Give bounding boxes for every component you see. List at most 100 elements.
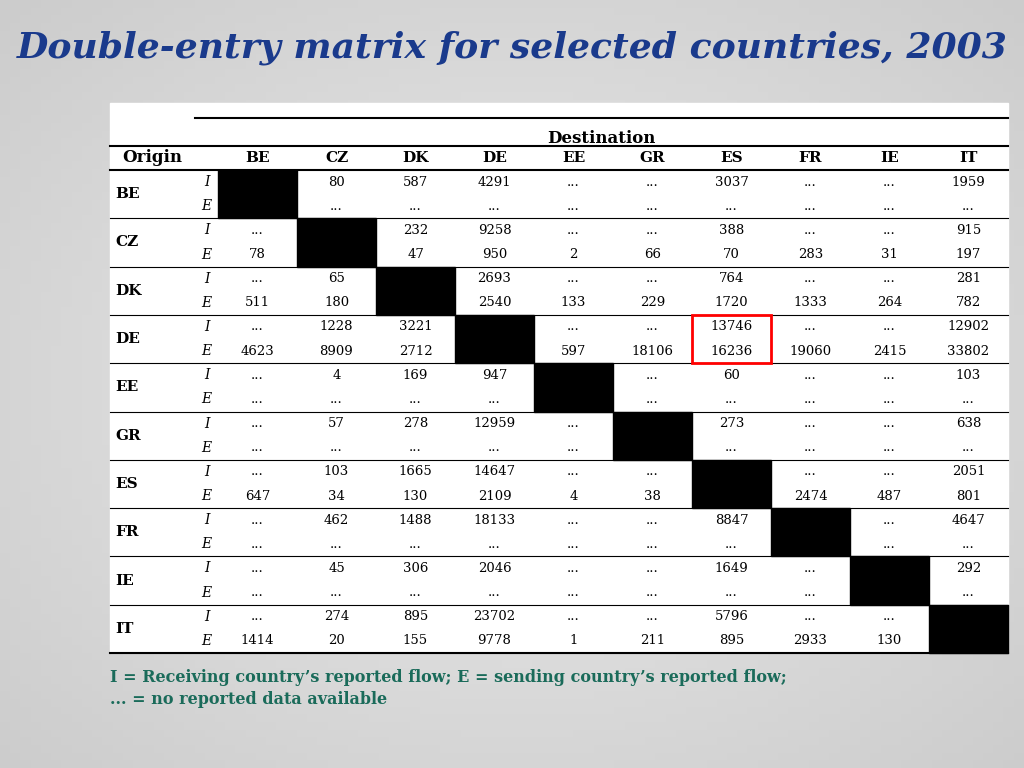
Text: ...: ... bbox=[251, 393, 264, 406]
Text: BE: BE bbox=[245, 151, 269, 165]
Text: 1720: 1720 bbox=[715, 296, 749, 310]
Text: ...: ... bbox=[883, 538, 896, 551]
Text: BE: BE bbox=[115, 187, 139, 201]
Text: 306: 306 bbox=[402, 562, 428, 575]
Text: CZ: CZ bbox=[115, 236, 138, 250]
Text: 232: 232 bbox=[402, 224, 428, 237]
Text: ...: ... bbox=[646, 320, 658, 333]
Text: ...: ... bbox=[963, 200, 975, 213]
Text: ...: ... bbox=[410, 393, 422, 406]
Text: 19060: 19060 bbox=[790, 345, 831, 358]
Text: 38: 38 bbox=[644, 489, 660, 502]
Text: I: I bbox=[204, 416, 209, 431]
Text: ...: ... bbox=[567, 562, 580, 575]
Text: I: I bbox=[204, 369, 209, 382]
Text: 895: 895 bbox=[719, 634, 744, 647]
Text: FR: FR bbox=[115, 525, 138, 539]
Text: 782: 782 bbox=[955, 296, 981, 310]
Text: 8847: 8847 bbox=[715, 514, 749, 527]
Bar bbox=[692, 315, 771, 363]
Text: 3037: 3037 bbox=[715, 176, 749, 189]
Text: 915: 915 bbox=[955, 224, 981, 237]
Text: 2693: 2693 bbox=[477, 272, 511, 285]
Text: 14647: 14647 bbox=[473, 465, 515, 478]
Text: E: E bbox=[202, 344, 212, 358]
Text: ...: ... bbox=[804, 465, 817, 478]
Text: 2046: 2046 bbox=[477, 562, 511, 575]
Text: ...: ... bbox=[804, 562, 817, 575]
Text: Destination: Destination bbox=[547, 130, 655, 147]
Text: DK: DK bbox=[115, 283, 141, 298]
Bar bbox=[613, 412, 692, 460]
Text: ...: ... bbox=[567, 417, 580, 430]
Text: ...: ... bbox=[567, 514, 580, 527]
Text: DK: DK bbox=[402, 151, 429, 165]
Text: 31: 31 bbox=[881, 248, 898, 261]
Text: ...: ... bbox=[963, 442, 975, 454]
Bar bbox=[376, 266, 455, 315]
Text: ...: ... bbox=[567, 200, 580, 213]
Text: ...: ... bbox=[646, 611, 658, 624]
Text: 197: 197 bbox=[955, 248, 981, 261]
Text: ...: ... bbox=[804, 586, 817, 599]
Text: ...: ... bbox=[330, 200, 343, 213]
Text: ...: ... bbox=[725, 586, 738, 599]
Text: 2: 2 bbox=[569, 248, 578, 261]
Text: I: I bbox=[204, 223, 209, 237]
Text: ...: ... bbox=[883, 465, 896, 478]
Text: 65: 65 bbox=[328, 272, 345, 285]
Text: ...: ... bbox=[646, 200, 658, 213]
Text: 2474: 2474 bbox=[794, 489, 827, 502]
Bar bbox=[534, 363, 613, 412]
Text: ...: ... bbox=[804, 393, 817, 406]
Text: Origin: Origin bbox=[123, 150, 182, 167]
Text: 133: 133 bbox=[561, 296, 586, 310]
Text: 34: 34 bbox=[328, 489, 345, 502]
Text: I: I bbox=[204, 610, 209, 624]
Text: ...: ... bbox=[567, 611, 580, 624]
Text: ...: ... bbox=[883, 320, 896, 333]
Text: ...: ... bbox=[488, 442, 501, 454]
Bar bbox=[297, 218, 376, 266]
Text: ...: ... bbox=[251, 442, 264, 454]
Text: 130: 130 bbox=[877, 634, 902, 647]
Text: IE: IE bbox=[115, 574, 134, 588]
Text: ...: ... bbox=[804, 320, 817, 333]
Text: 264: 264 bbox=[877, 296, 902, 310]
Text: ...: ... bbox=[883, 176, 896, 189]
Text: I: I bbox=[204, 272, 209, 286]
Text: ...: ... bbox=[488, 200, 501, 213]
Text: IT: IT bbox=[959, 151, 978, 165]
Text: GR: GR bbox=[115, 429, 140, 442]
Text: ...: ... bbox=[883, 442, 896, 454]
Text: ...: ... bbox=[646, 224, 658, 237]
Text: ...: ... bbox=[251, 224, 264, 237]
Text: ...: ... bbox=[330, 393, 343, 406]
Text: 1665: 1665 bbox=[398, 465, 432, 478]
Text: ...: ... bbox=[251, 417, 264, 430]
Text: EE: EE bbox=[115, 380, 138, 394]
Text: 12902: 12902 bbox=[947, 320, 989, 333]
Text: ...: ... bbox=[410, 442, 422, 454]
Text: 211: 211 bbox=[640, 634, 665, 647]
Text: 18133: 18133 bbox=[473, 514, 515, 527]
Bar bbox=[692, 460, 771, 508]
Text: 33802: 33802 bbox=[947, 345, 989, 358]
Text: ...: ... bbox=[883, 272, 896, 285]
Text: 2051: 2051 bbox=[951, 465, 985, 478]
Text: 16236: 16236 bbox=[711, 345, 753, 358]
Text: 70: 70 bbox=[723, 248, 740, 261]
Text: 273: 273 bbox=[719, 417, 744, 430]
Text: 587: 587 bbox=[402, 176, 428, 189]
Text: ...: ... bbox=[883, 393, 896, 406]
Text: 8909: 8909 bbox=[319, 345, 353, 358]
Text: ...: ... bbox=[567, 176, 580, 189]
Text: I: I bbox=[204, 465, 209, 479]
Text: ES: ES bbox=[115, 477, 137, 491]
Text: EE: EE bbox=[562, 151, 585, 165]
Text: 169: 169 bbox=[402, 369, 428, 382]
Text: 2109: 2109 bbox=[477, 489, 511, 502]
Text: ...: ... bbox=[646, 562, 658, 575]
Bar bbox=[850, 556, 929, 604]
Text: ... = no reported data available: ... = no reported data available bbox=[110, 691, 387, 709]
